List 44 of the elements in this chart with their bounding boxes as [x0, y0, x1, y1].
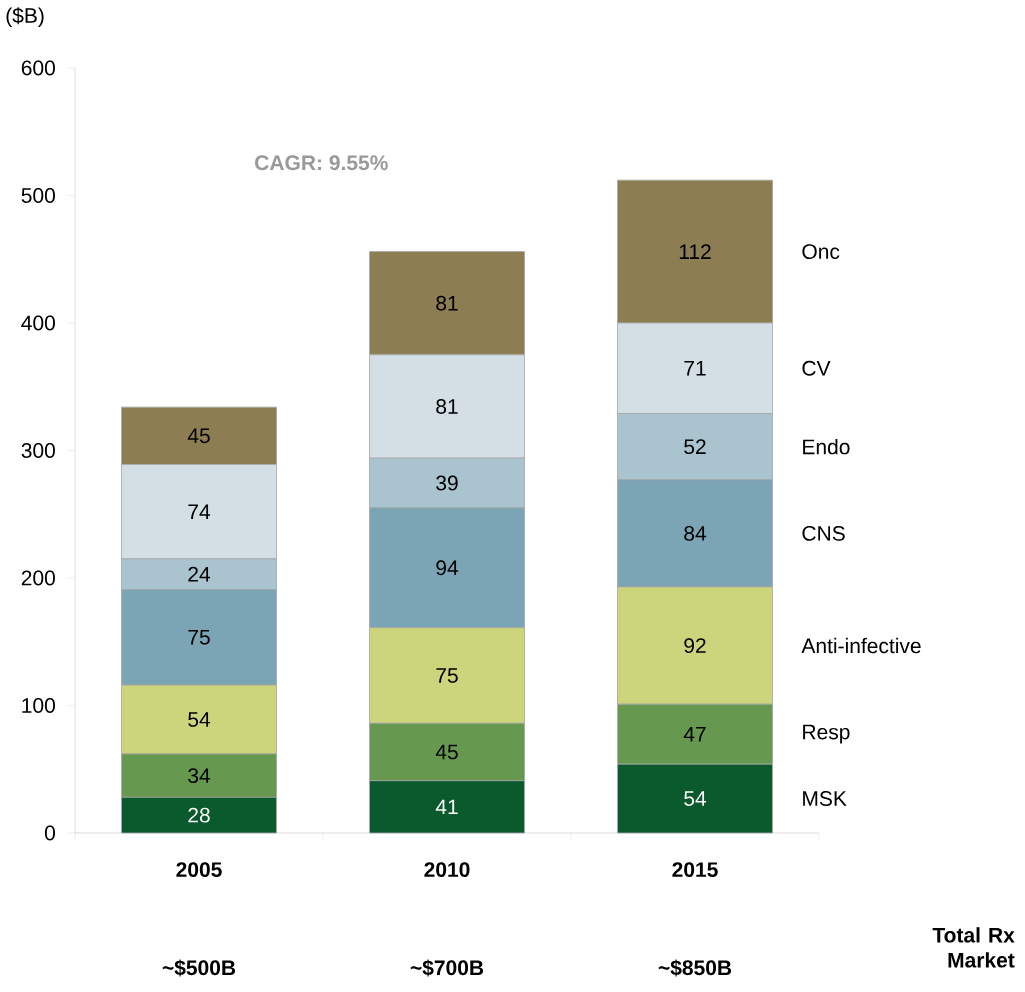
- y-tick-label: 0: [44, 825, 55, 841]
- y-tick-label: 600: [21, 60, 55, 76]
- data-label: 94: [436, 560, 459, 576]
- data-label: 75: [188, 629, 210, 645]
- data-label: 84: [684, 525, 707, 541]
- data-label: 45: [187, 428, 210, 444]
- y-tick-label: 200: [21, 570, 55, 586]
- data-label: 81: [436, 399, 458, 414]
- y-tick-label: 500: [21, 188, 55, 203]
- x-tick-label: 2005: [176, 862, 222, 878]
- series-label: CV: [802, 360, 831, 376]
- series-label: Endo: [803, 438, 850, 455]
- data-label: 24: [188, 566, 211, 582]
- annotation: CAGR: 9.55%: [255, 155, 388, 171]
- y-tick-label: 300: [21, 443, 55, 458]
- text: ~$700B: [410, 959, 484, 977]
- data-label: 92: [684, 638, 706, 653]
- y-tick-label: 400: [21, 315, 55, 331]
- series-label: CNS: [802, 525, 845, 541]
- text: ~$500B: [162, 959, 236, 977]
- data-label: 54: [188, 712, 211, 727]
- data-label: 39: [436, 475, 458, 491]
- data-label: 74: [188, 504, 211, 519]
- y-tick-label: 100: [22, 698, 55, 713]
- data-label: 71: [684, 361, 706, 376]
- data-label: 28: [188, 807, 210, 823]
- x-tick-label: 2015: [672, 862, 718, 878]
- text: ~$850B: [658, 959, 732, 977]
- series-label: Resp: [803, 724, 850, 744]
- text: Total Rx Market: [932, 927, 1015, 968]
- data-label: 54: [684, 791, 707, 806]
- data-label: 45: [435, 744, 458, 760]
- series-label: Anti-infective: [801, 637, 921, 654]
- series-label: MSK: [803, 791, 847, 806]
- data-label: 112: [679, 244, 711, 259]
- x-tick-label: 2010: [424, 862, 470, 878]
- data-label: 81: [436, 295, 458, 311]
- data-label: 52: [684, 439, 706, 455]
- data-label: 34: [188, 768, 211, 784]
- y-axis-title: ($B): [6, 7, 44, 28]
- data-label: 75: [436, 668, 458, 683]
- data-label: 41: [435, 799, 458, 815]
- data-label: 47: [683, 726, 706, 742]
- series-label: Onc: [802, 244, 840, 260]
